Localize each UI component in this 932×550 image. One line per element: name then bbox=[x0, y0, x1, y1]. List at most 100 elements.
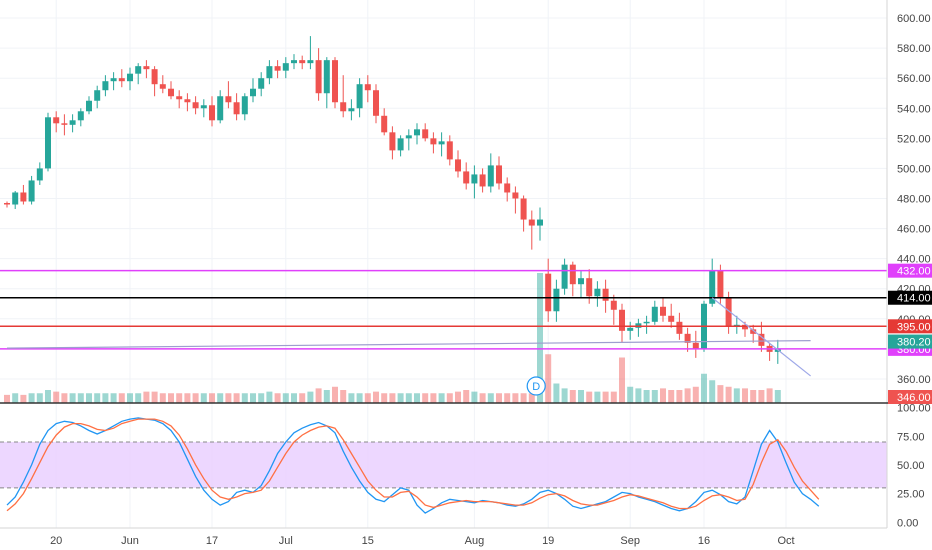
candle-body bbox=[660, 306, 666, 316]
candle-body bbox=[561, 264, 568, 289]
volume-bar bbox=[742, 388, 748, 403]
volume-bar bbox=[12, 393, 19, 403]
time-tick-label: Jul bbox=[279, 535, 293, 547]
volume-bar bbox=[45, 390, 51, 403]
volume-bar bbox=[709, 380, 716, 403]
price-tick-label: 480.00 bbox=[897, 193, 931, 205]
candle-body bbox=[619, 309, 625, 331]
candle-body bbox=[545, 273, 552, 312]
volume-bar bbox=[389, 393, 396, 403]
candle-body bbox=[668, 315, 675, 322]
level-label-background bbox=[888, 263, 932, 278]
candle-body bbox=[430, 138, 437, 145]
volume-bar bbox=[512, 393, 519, 403]
time-axis[interactable]: 20 Jun 17 Jul 15 Aug 19 Sep 16 Oct bbox=[50, 535, 794, 547]
volume-bar bbox=[496, 393, 502, 403]
volume-bar bbox=[463, 390, 470, 403]
volume-bar bbox=[627, 386, 634, 403]
candle-body bbox=[217, 96, 224, 121]
volume-bar bbox=[520, 393, 527, 403]
volume-bar bbox=[594, 391, 601, 403]
level-label: 432.00 bbox=[897, 266, 931, 278]
candle-body bbox=[586, 278, 593, 297]
volume-bar bbox=[4, 394, 10, 403]
candle-body bbox=[463, 171, 470, 184]
volume-bar bbox=[323, 390, 330, 403]
level-label-background bbox=[888, 319, 932, 334]
volume-bar bbox=[643, 390, 650, 403]
candle-body bbox=[356, 84, 363, 109]
volume-bar bbox=[94, 393, 101, 403]
candle-body bbox=[684, 333, 691, 343]
candle-body bbox=[102, 81, 109, 91]
volume-bar bbox=[446, 393, 453, 403]
volume-bar bbox=[315, 388, 322, 403]
volume-bar bbox=[266, 391, 273, 403]
candle-body bbox=[258, 78, 265, 89]
candle-body bbox=[373, 90, 379, 116]
volume-bar bbox=[545, 354, 552, 403]
price-panel: D bbox=[0, 0, 887, 528]
time-tick-label: Jun bbox=[121, 535, 139, 547]
time-tick-label: 15 bbox=[362, 535, 374, 547]
price-tick-label: 460.00 bbox=[897, 224, 931, 236]
candle-body bbox=[758, 333, 765, 346]
oscillator-tick-label: 100.00 bbox=[897, 403, 931, 415]
candle-body bbox=[86, 100, 92, 112]
candle-body bbox=[135, 66, 142, 74]
candle-body bbox=[528, 219, 535, 226]
volume-bar bbox=[610, 391, 617, 403]
volume-bar bbox=[69, 393, 76, 403]
volume-bar bbox=[118, 393, 125, 403]
level-label-background bbox=[888, 290, 932, 305]
candle-body bbox=[118, 78, 125, 82]
volume-bar bbox=[258, 393, 265, 403]
volume-bar bbox=[127, 393, 133, 403]
volume-bar bbox=[217, 393, 224, 403]
candle-body bbox=[127, 73, 133, 82]
candle-body bbox=[53, 117, 60, 124]
volume-bar bbox=[184, 393, 191, 403]
time-tick-label: Sep bbox=[620, 535, 640, 547]
last-price-label-background bbox=[888, 334, 932, 349]
volume-bar bbox=[701, 373, 707, 403]
oscillator-axis[interactable]: 100.00 75.00 50.00 25.00 0.00 bbox=[897, 403, 931, 530]
candle-body bbox=[692, 342, 699, 349]
trend-line bbox=[6, 339, 811, 349]
level-label: 395.00 bbox=[897, 321, 931, 333]
volume-bar bbox=[660, 388, 666, 403]
oscillator-gridlines bbox=[0, 441, 887, 489]
volume-bar bbox=[602, 391, 609, 403]
volume-bar bbox=[414, 393, 420, 403]
candle-body bbox=[389, 132, 396, 151]
candle-body bbox=[487, 165, 494, 187]
time-tick-label: 16 bbox=[698, 535, 710, 547]
candle-body bbox=[110, 78, 117, 82]
volume-bar bbox=[233, 393, 240, 403]
price-tick-label: 360.00 bbox=[897, 374, 931, 386]
candle-body bbox=[233, 102, 240, 115]
candle-body bbox=[28, 180, 35, 202]
volume-bar bbox=[225, 393, 232, 403]
volume-bar bbox=[373, 391, 379, 403]
price-tick-label: 560.00 bbox=[897, 73, 931, 85]
candle-body bbox=[192, 102, 199, 109]
horizontal-levels bbox=[0, 269, 887, 350]
bottom-price-label-background bbox=[888, 390, 932, 404]
candle-body bbox=[602, 288, 609, 301]
volume-bar bbox=[340, 390, 347, 403]
candle-body bbox=[496, 165, 502, 184]
event-marker[interactable]: D bbox=[526, 376, 546, 396]
volume-bar bbox=[282, 393, 289, 403]
volume-bar bbox=[766, 388, 773, 403]
trend-line bbox=[711, 297, 811, 377]
volume-bar bbox=[307, 391, 314, 403]
candle-body bbox=[635, 323, 642, 328]
candle-body bbox=[266, 66, 273, 79]
candle-body bbox=[725, 297, 732, 327]
volume-bar bbox=[438, 393, 445, 403]
candle-body bbox=[282, 63, 289, 71]
volume-bar bbox=[397, 393, 404, 403]
volume-bar bbox=[561, 388, 568, 403]
